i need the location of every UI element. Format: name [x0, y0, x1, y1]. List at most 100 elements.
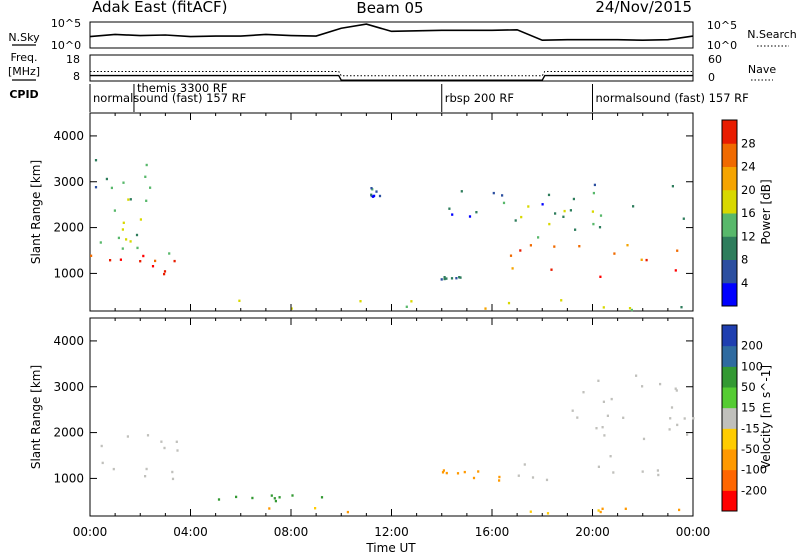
velocity-colorbar-segment — [722, 428, 737, 450]
data-cell — [442, 469, 445, 472]
data-cell — [445, 471, 448, 475]
data-cell — [645, 258, 648, 262]
x-axis-title: Time UT — [365, 541, 416, 554]
data-cell — [674, 269, 677, 272]
data-cell — [235, 495, 238, 499]
velocity-colorbar-tick-label: 50 — [741, 380, 756, 394]
data-cell — [163, 446, 166, 450]
data-cell — [441, 471, 445, 474]
data-cell — [136, 246, 139, 250]
data-cell — [125, 238, 128, 241]
freq-label-2: [MHz] — [8, 65, 40, 78]
data-cell — [410, 300, 413, 303]
data-cell — [668, 428, 671, 431]
data-cell — [456, 472, 460, 475]
velocity-colorbar-tick-label: 100 — [741, 359, 763, 373]
data-cell — [109, 259, 112, 262]
nsky-label: N.Sky — [8, 31, 40, 44]
data-cell — [142, 254, 145, 258]
data-cell — [144, 475, 147, 478]
data-cell — [548, 222, 551, 226]
data-cell — [145, 467, 148, 471]
power-colorbar-segment — [722, 189, 737, 214]
data-cell — [251, 496, 254, 500]
data-cell — [346, 510, 349, 514]
data-cell — [129, 240, 132, 243]
data-cell — [121, 228, 124, 231]
power-colorbar-segment — [722, 282, 737, 307]
data-cell — [601, 507, 604, 510]
data-cell — [149, 186, 152, 189]
data-cell — [582, 391, 585, 394]
velocity-colorbar-tick-label: -200 — [741, 483, 767, 497]
data-cell — [601, 426, 604, 429]
data-cell — [458, 276, 461, 279]
velocity-colorbar-segment — [722, 387, 737, 409]
velocity-heatmap — [100, 374, 695, 515]
data-cell — [459, 276, 462, 279]
freq-lo: 8 — [73, 70, 80, 83]
y-tick-label: 4000 — [53, 129, 84, 143]
program-label: rbsp 200 RF — [445, 91, 514, 105]
data-cell — [593, 183, 596, 187]
freq-hi: 18 — [66, 53, 80, 66]
y-tick-label: 3000 — [53, 380, 84, 394]
data-cell — [268, 507, 271, 510]
data-cell — [151, 265, 155, 268]
y-tick-label: 4000 — [53, 334, 84, 348]
power-colorbar-tick-label: 20 — [741, 183, 756, 197]
data-cell — [599, 214, 603, 217]
data-cell — [171, 477, 175, 481]
data-cell — [659, 382, 662, 386]
data-cell — [642, 437, 646, 441]
data-cell — [669, 417, 672, 420]
data-cell — [597, 509, 600, 512]
radar-title: Adak East (fitACF) — [92, 0, 227, 16]
y-tick-label: 1000 — [53, 266, 84, 280]
data-cell — [498, 475, 501, 479]
power-colorbar-segment — [722, 259, 737, 284]
data-cell — [527, 205, 530, 208]
velocity-colorbar-segment — [722, 366, 737, 388]
data-cell — [550, 268, 553, 271]
data-cell — [641, 385, 644, 388]
data-cell — [597, 379, 600, 382]
data-cell — [475, 211, 478, 214]
data-cell — [609, 455, 612, 458]
colorbar-layer: 4 8 12 16 20 24 28 -200 -100 -50 -15 15 50 100 200 — [721, 119, 767, 512]
nave-line — [90, 70, 693, 77]
power-colorbar-tick-label: 24 — [741, 160, 756, 174]
data-cell — [94, 159, 98, 162]
data-cell — [519, 249, 522, 252]
velocity-colorbar-segment — [722, 490, 737, 512]
data-cell — [562, 215, 565, 218]
data-cell — [122, 221, 125, 224]
velocity-colorbar-segment — [722, 407, 737, 429]
data-cell — [576, 416, 579, 419]
data-cell — [531, 476, 535, 479]
y-tick-label: 2000 — [53, 221, 84, 235]
data-cell — [370, 187, 373, 190]
power-colorbar-segment — [722, 120, 737, 144]
data-cell — [563, 209, 566, 213]
data-cell — [440, 278, 443, 281]
data-cell — [554, 212, 557, 215]
data-cell — [628, 307, 632, 310]
data-cell — [154, 259, 157, 263]
data-cell — [610, 397, 613, 401]
data-cell — [517, 474, 520, 477]
data-cell — [537, 236, 540, 239]
data-cell — [445, 277, 448, 280]
data-cell — [622, 416, 625, 419]
cpid-label: CPID — [9, 88, 38, 101]
data-cell — [100, 444, 103, 448]
data-cell — [359, 300, 362, 303]
data-cell — [273, 497, 276, 500]
data-cell — [630, 308, 633, 312]
data-cell — [175, 440, 178, 443]
data-cell — [572, 197, 575, 201]
data-cell — [176, 449, 179, 452]
data-cell — [122, 181, 125, 184]
data-cell — [163, 270, 167, 273]
